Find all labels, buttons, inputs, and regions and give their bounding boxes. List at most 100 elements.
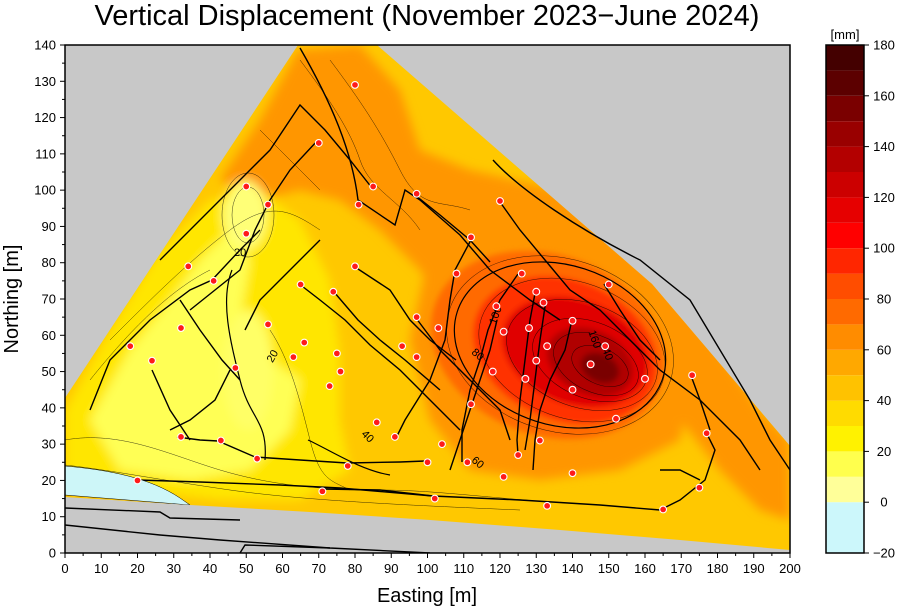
survey-point: [343, 461, 352, 470]
y-tick-label: 20: [42, 473, 56, 488]
x-axis-label: Easting [m]: [377, 585, 477, 607]
colorbar-swatch: [826, 375, 864, 401]
survey-point: [641, 374, 649, 383]
survey-point: [264, 320, 272, 329]
survey-point: [336, 367, 345, 376]
survey-point: [296, 280, 305, 289]
colorbar-swatch: [826, 45, 864, 71]
survey-point: [289, 353, 298, 362]
survey-point: [496, 197, 504, 205]
colorbar: −20 0 20 40 60 80 100 120 140 160 180: [825, 38, 895, 561]
colorbar-tick-label: 0: [880, 495, 887, 510]
x-tick-label: 120: [489, 561, 511, 576]
x-tick-label: 150: [598, 561, 620, 576]
contour-label: 100: [487, 305, 505, 326]
survey-point: [242, 229, 251, 238]
survey-point: [329, 287, 338, 296]
x-tick-label: 130: [525, 561, 547, 576]
survey-point: [351, 80, 359, 89]
survey-point: [434, 324, 443, 332]
survey-point: [492, 302, 501, 311]
survey-point: [398, 342, 407, 351]
y-tick-label: 10: [42, 509, 56, 524]
water-area: [65, 465, 191, 506]
colorbar-tick-label: 40: [877, 393, 891, 408]
lower-strip-lines: [65, 507, 431, 553]
colorbar-tick-label: 80: [877, 292, 891, 307]
survey-point: [300, 338, 309, 347]
colorbar-tick-label: 140: [873, 139, 895, 154]
x-tick-label: 190: [743, 561, 765, 576]
x-tick-label: 110: [453, 561, 474, 576]
survey-point: [452, 269, 461, 278]
chart-title: Vertical Displacement (November 2023−Jun…: [95, 0, 760, 32]
survey-point: [412, 313, 421, 322]
x-tick-label: 20: [130, 561, 144, 576]
survey-point: [463, 458, 472, 467]
survey-point: [253, 454, 262, 463]
y-tick-label: 100: [34, 183, 56, 198]
y-tick-label: 50: [42, 364, 56, 379]
survey-point: [148, 356, 156, 365]
survey-point: [209, 276, 218, 285]
y-tick-label: 120: [34, 110, 56, 125]
colorbar-swatch: [826, 476, 864, 503]
colorbar-tick-label: 20: [877, 444, 891, 459]
survey-point: [568, 316, 577, 325]
colorbar-swatch: [826, 172, 864, 198]
colorbar-unit: [mm]: [831, 27, 860, 42]
y-tick-label: 70: [42, 292, 56, 307]
survey-point: [264, 200, 272, 209]
survey-point: [184, 262, 193, 271]
contour-label: 20: [265, 348, 282, 365]
survey-point: [702, 429, 711, 438]
survey-point: [423, 458, 432, 467]
colorbar-swatch: [826, 273, 864, 299]
survey-point: [535, 436, 544, 445]
colorbar-swatch: [826, 197, 864, 223]
survey-point: [351, 262, 359, 271]
x-tick-label: 70: [312, 561, 326, 576]
x-tick-label: 60: [275, 561, 289, 576]
survey-point: [568, 385, 577, 394]
x-tick-label: 170: [670, 561, 692, 576]
colorbar-swatch: [826, 222, 864, 249]
survey-point: [314, 139, 323, 147]
survey-point: [318, 487, 327, 496]
y-tick-label: 130: [34, 74, 56, 89]
survey-point: [372, 418, 381, 427]
survey-point: [612, 414, 620, 423]
contour-label: 20: [234, 247, 246, 259]
x-tick-label: 80: [348, 561, 362, 576]
colorbar-swatch: [826, 299, 864, 325]
survey-point: [133, 476, 142, 485]
x-tick-label: 0: [61, 561, 68, 576]
survey-point: [216, 436, 225, 445]
field-light-yellow-mid: [223, 310, 273, 430]
survey-point: [430, 494, 439, 503]
x-tick-label: 90: [384, 561, 398, 576]
survey-point: [499, 472, 508, 481]
x-tick-label: 140: [562, 561, 584, 576]
lower-no-data-strip: [65, 497, 790, 553]
survey-point: [539, 298, 548, 307]
survey-point: [438, 440, 446, 449]
survey-point: [568, 469, 577, 478]
survey-point: [231, 363, 240, 372]
colorbar-tick-label: 180: [873, 38, 895, 53]
survey-point: [325, 382, 334, 391]
x-tick-label: 10: [94, 561, 108, 576]
y-tick-label: 40: [42, 400, 56, 415]
survey-point: [659, 505, 668, 514]
survey-point: [332, 349, 341, 358]
survey-point: [543, 342, 552, 351]
y-tick-label: 110: [35, 146, 56, 161]
survey-point: [688, 371, 697, 380]
y-tick-label: 90: [42, 219, 56, 234]
y-tick-label: 0: [49, 546, 56, 561]
survey-point: [412, 353, 421, 362]
y-axis-label: Northing [m]: [1, 245, 23, 354]
x-tick-label: 40: [203, 561, 217, 576]
y-axis: 0 10 20 30 40 50 60 70 80 90 100 110 120 130 140: [34, 38, 65, 561]
